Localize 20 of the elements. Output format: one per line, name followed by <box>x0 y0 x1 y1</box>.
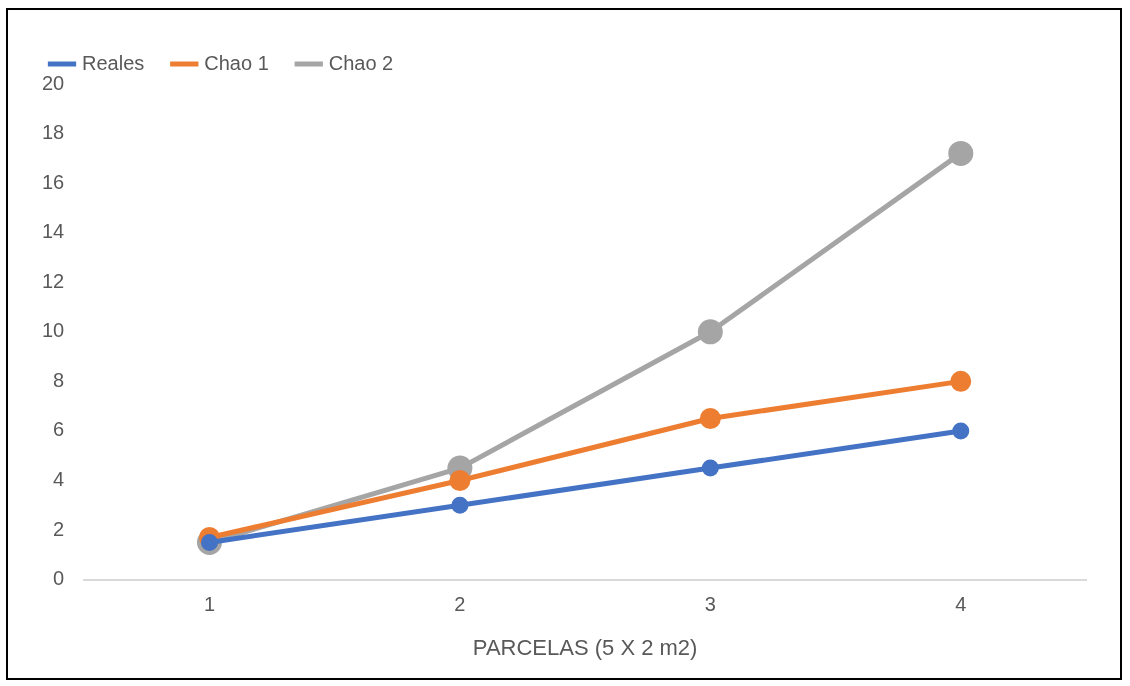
y-tick-label: 16 <box>42 170 65 193</box>
legend-label: Reales <box>82 51 145 74</box>
x-axis-title: PARCELAS (5 X 2 m2) <box>472 634 698 660</box>
y-tick-label: 18 <box>42 121 65 144</box>
legend-label: Chao 2 <box>328 51 394 74</box>
x-tick-label: 2 <box>454 593 466 616</box>
y-tick-label: 20 <box>42 71 65 94</box>
x-tick-label: 4 <box>955 593 967 616</box>
y-tick-label: 8 <box>53 368 65 391</box>
y-tick-label: 2 <box>53 517 65 540</box>
y-tick-label: 10 <box>42 319 65 342</box>
legend-label: Chao 1 <box>204 51 269 74</box>
y-tick-label: 12 <box>42 269 65 292</box>
x-tick-label: 1 <box>203 593 216 616</box>
y-tick-label: 0 <box>53 567 65 590</box>
frame: PARCELAS (5 X 2 m2) Reales Chao 1 Chao 2 1 2 3 4 0 2 4 6 8 10 12 14 16 18 20 <box>6 8 1122 680</box>
x-tick-label: 3 <box>704 593 716 616</box>
y-tick-label: 14 <box>42 220 65 243</box>
y-tick-label: 6 <box>53 418 65 441</box>
y-tick-label: 4 <box>53 468 65 490</box>
